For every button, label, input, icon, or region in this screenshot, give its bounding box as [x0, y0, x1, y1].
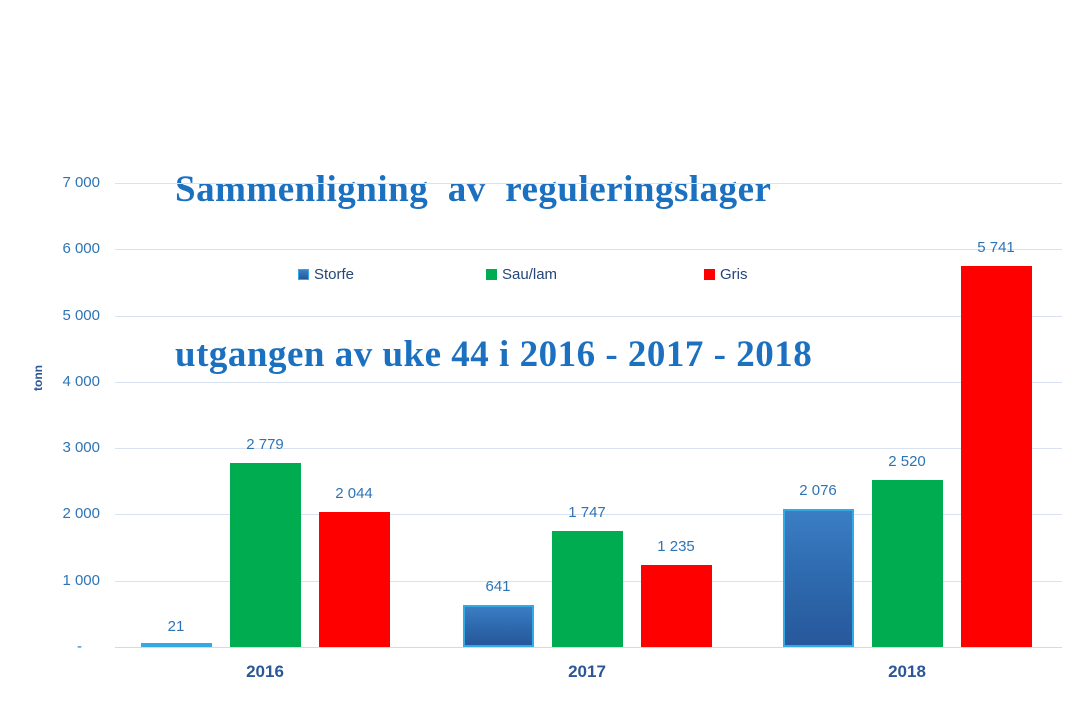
category-label-2018: 2018: [888, 662, 926, 681]
bar-value-label: 2 779: [246, 436, 284, 453]
gridline: [115, 249, 1062, 250]
legend-label: Storfe: [314, 265, 355, 283]
legend-label: Gris: [720, 265, 748, 283]
bar-value-label: 5 741: [977, 239, 1015, 256]
bar-value-label: 1 235: [657, 538, 695, 555]
legend-item-gris: Gris: [704, 265, 748, 283]
bar-gris-2018: [960, 266, 1032, 647]
gridline: [115, 316, 1062, 317]
bar-value-label: 1 747: [568, 504, 606, 521]
chart-title-line1: Sammenligning av reguleringslager: [175, 169, 772, 210]
bar-value-label: 2 076: [799, 482, 837, 499]
gridline: [115, 448, 1062, 449]
bar-saulam-2016: [229, 463, 301, 647]
legend-swatch-icon: [486, 268, 497, 280]
legend-item-storfe: Storfe: [298, 265, 354, 283]
bar-value-label: 641: [485, 578, 511, 595]
bar-storfe-2018: [782, 509, 854, 647]
category-label-2016: 2016: [246, 662, 284, 681]
bar-value-label: 2 520: [888, 453, 926, 470]
bar-storfe-2016: [140, 643, 212, 647]
legend-swatch-icon: [704, 268, 715, 280]
bar-saulam-2018: [871, 480, 943, 647]
legend-item-saulam: Sau/lam: [486, 265, 557, 283]
y-tick-label: -: [77, 638, 82, 655]
bar-value-label: 2 044: [335, 485, 373, 502]
y-tick-label: 3 000: [62, 439, 100, 456]
gridline: [115, 183, 1062, 184]
category-label-2017: 2017: [568, 662, 606, 681]
x-axis-baseline: [115, 647, 1062, 648]
y-tick-label: 2 000: [62, 505, 100, 522]
bar-storfe-2017: [462, 605, 534, 647]
plot-area: Storfe Sau/lam Gris 7 000 6 000 5 000 4 000 3 …: [62, 174, 1062, 681]
y-tick-label: 1 000: [62, 572, 100, 589]
bar-gris-2017: [640, 565, 712, 647]
legend: Storfe Sau/lam Gris: [115, 265, 1062, 285]
gridline: [115, 514, 1062, 515]
gridline: [115, 382, 1062, 383]
legend-swatch-icon: [298, 268, 309, 280]
chart-title: Sammenligning av reguleringslager utgang…: [175, 52, 812, 492]
y-tick-label: 5 000: [62, 307, 100, 324]
y-tick-label: 6 000: [62, 240, 100, 257]
bar-gris-2016: [318, 512, 390, 647]
legend-label: Sau/lam: [502, 265, 558, 283]
bar-value-label: 21: [167, 618, 185, 635]
y-tick-label: 4 000: [62, 373, 100, 390]
y-tick-label: 7 000: [62, 174, 100, 191]
bar-saulam-2017: [551, 531, 623, 647]
chart-title-line2: utgangen av uke 44 i 2016 - 2017 - 2018: [175, 334, 813, 375]
